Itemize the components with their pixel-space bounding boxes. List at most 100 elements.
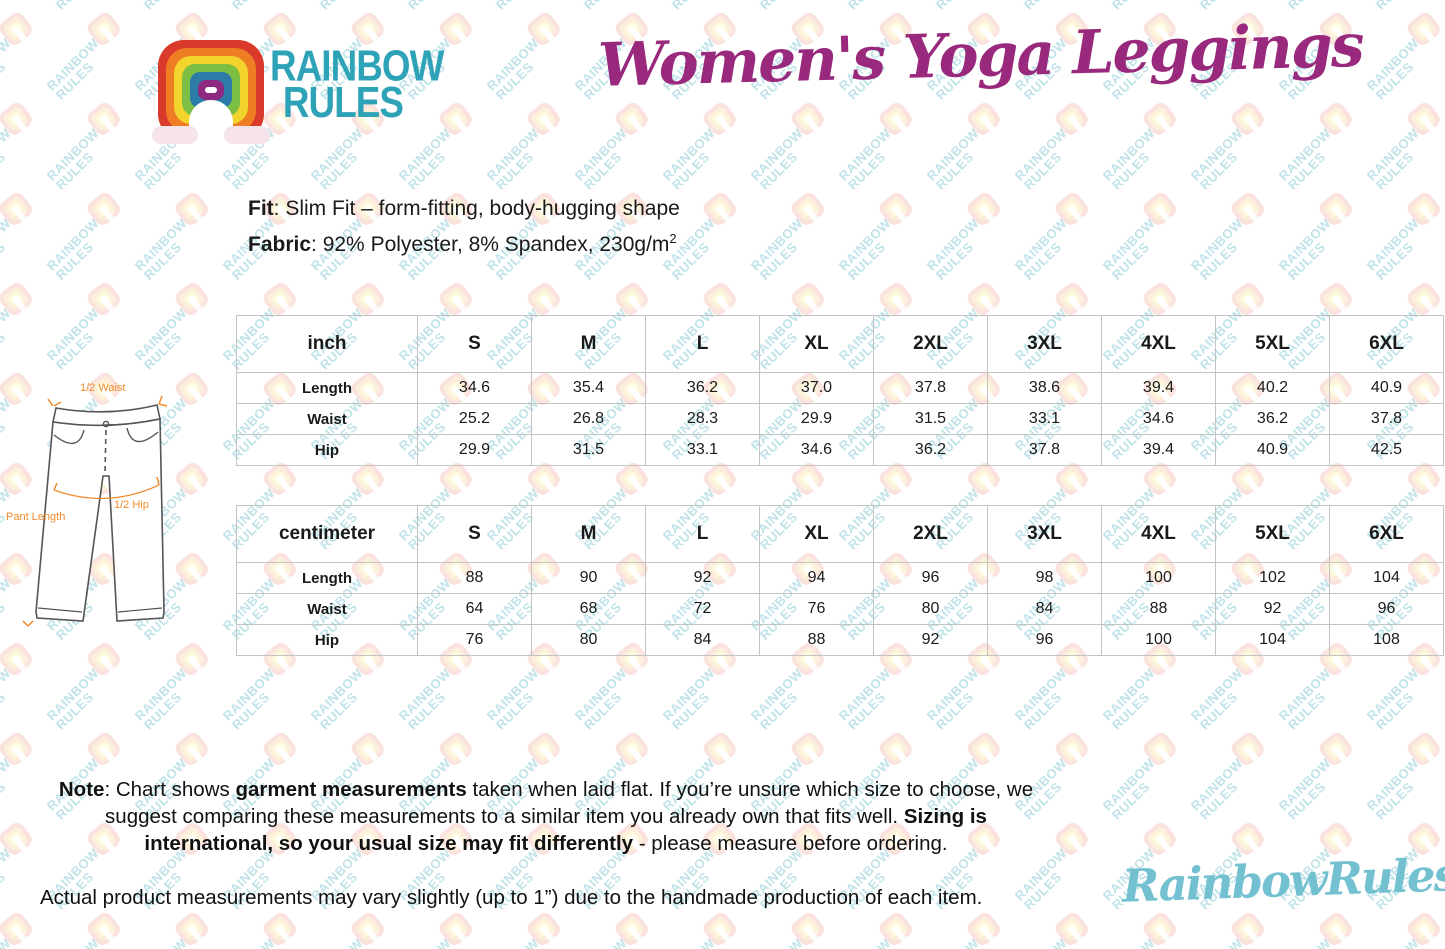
measurement-value: 84 <box>987 593 1102 625</box>
measurement-value: 68 <box>531 593 646 625</box>
measurement-value: 92 <box>645 562 760 594</box>
measurement-value: 35.4 <box>531 372 646 404</box>
size-header: S <box>417 315 532 373</box>
size-header: 5XL <box>1215 505 1330 563</box>
measurement-value: 34.6 <box>1101 403 1216 435</box>
measurement-value: 29.9 <box>759 403 874 435</box>
measurement-value: 31.5 <box>873 403 988 435</box>
unit-header: centimeter <box>236 505 418 563</box>
measurement-value: 37.8 <box>1329 403 1444 435</box>
measurement-label: Length <box>236 372 418 404</box>
cloud-icon <box>152 126 198 144</box>
measurement-value: 37.8 <box>873 372 988 404</box>
website-link: RainbowRules.com <box>1121 844 1445 913</box>
measurement-value: 40.2 <box>1215 372 1330 404</box>
measurement-value: 88 <box>417 562 532 594</box>
measurement-value: 92 <box>1215 593 1330 625</box>
measurement-value: 92 <box>873 624 988 656</box>
measurement-value: 36.2 <box>873 434 988 466</box>
size-header: L <box>645 315 760 373</box>
fabric-value: : 92% Polyester, 8% Spandex, 230g/m <box>311 233 670 256</box>
brand-logo-text: RAINBOW RULES <box>270 45 444 127</box>
half-hip-label: 1/2 Hip <box>114 499 149 511</box>
measurement-value: 34.6 <box>417 372 532 404</box>
note-segment: - please measure before ordering. <box>633 832 948 855</box>
cloud-icon <box>224 126 270 144</box>
measurement-value: 37.0 <box>759 372 874 404</box>
size-header: 4XL <box>1101 315 1216 373</box>
measurement-value: 64 <box>417 593 532 625</box>
measurement-value: 36.2 <box>645 372 760 404</box>
measurement-value: 104 <box>1215 624 1330 656</box>
size-header: L <box>645 505 760 563</box>
size-header: S <box>417 505 532 563</box>
fabric-label: Fabric <box>248 233 312 256</box>
sizing-note: Note: Chart shows garment measurements t… <box>40 776 1052 857</box>
measurement-label: Length <box>236 562 418 594</box>
disclaimer-text: Actual product measurements may vary sli… <box>40 886 983 909</box>
measurement-value: 33.1 <box>645 434 760 466</box>
measurement-value: 25.2 <box>417 403 532 435</box>
size-header: 6XL <box>1329 315 1444 373</box>
pants-measurement-diagram: 1/2 Waist 1/2 Hip Pant Length <box>6 382 168 627</box>
table-row: Waist 25.2 26.8 28.3 29.9 31.5 33.1 34.6 36.2 37.… <box>236 403 1444 435</box>
measurement-label: Waist <box>236 593 418 625</box>
measurement-value: 88 <box>1101 593 1216 625</box>
measurement-value: 100 <box>1101 562 1216 594</box>
measurement-label: Hip <box>236 434 418 466</box>
measurement-value: 96 <box>987 624 1102 656</box>
measurement-value: 29.9 <box>417 434 532 466</box>
brand-name-line2: RULES <box>282 79 404 127</box>
measurement-value: 100 <box>1101 624 1216 656</box>
rainbow-arch-icon <box>152 40 270 144</box>
half-waist-label: 1/2 Waist <box>80 382 125 394</box>
measurement-value: 40.9 <box>1329 372 1444 404</box>
fit-value: : Slim Fit – form-fitting, body-hugging … <box>273 197 680 220</box>
measurement-value: 38.6 <box>987 372 1102 404</box>
measurement-value: 108 <box>1329 624 1444 656</box>
size-table-inch: inch S M L XL 2XL 3XL 4XL 5XL 6XL Length 34.6 35.4 36… <box>236 315 1444 466</box>
measurement-value: 31.5 <box>531 434 646 466</box>
table-row: Hip 76 80 84 88 92 96 100 104 108 <box>236 624 1444 656</box>
measurement-value: 98 <box>987 562 1102 594</box>
size-header: 4XL <box>1101 505 1216 563</box>
measurement-value: 33.1 <box>987 403 1102 435</box>
measurement-value: 80 <box>873 593 988 625</box>
product-info: Fit: Slim Fit – form-fitting, body-huggi… <box>248 194 680 260</box>
measurement-value: 96 <box>873 562 988 594</box>
size-table-centimeter: centimeter S M L XL 2XL 3XL 4XL 5XL 6XL Length 88 90… <box>236 505 1444 656</box>
measurement-value: 42.5 <box>1329 434 1444 466</box>
size-header: XL <box>759 315 874 373</box>
measurement-value: 76 <box>417 624 532 656</box>
note-segment: garment measurements <box>235 778 467 801</box>
measurement-value: 94 <box>759 562 874 594</box>
fabric-superscript: 2 <box>669 231 677 246</box>
size-header: 2XL <box>873 505 988 563</box>
measurement-value: 36.2 <box>1215 403 1330 435</box>
measurement-value: 39.4 <box>1101 372 1216 404</box>
measurement-value: 80 <box>531 624 646 656</box>
note-segment: : Chart shows <box>104 778 236 801</box>
measurement-value: 102 <box>1215 562 1330 594</box>
header-row: inch S M L XL 2XL 3XL 4XL 5XL 6XL <box>236 315 1444 373</box>
pant-length-label: Pant Length <box>6 511 65 523</box>
measurement-label: Hip <box>236 624 418 656</box>
measurement-value: 88 <box>759 624 874 656</box>
measurement-value: 90 <box>531 562 646 594</box>
measurement-value: 84 <box>645 624 760 656</box>
measurement-value: 37.8 <box>987 434 1102 466</box>
table-row: Length 88 90 92 94 96 98 100 102 104 <box>236 562 1444 594</box>
unit-header: inch <box>236 315 418 373</box>
size-header: 5XL <box>1215 315 1330 373</box>
note-segment: Sizing is international, so your usual s… <box>144 805 987 855</box>
fit-line: Fit: Slim Fit – form-fitting, body-huggi… <box>248 194 680 224</box>
measurement-value: 96 <box>1329 593 1444 625</box>
brand-logo: RAINBOW RULES <box>152 38 448 148</box>
measurement-value: 40.9 <box>1215 434 1330 466</box>
size-header: 3XL <box>987 315 1102 373</box>
size-header: 3XL <box>987 505 1102 563</box>
measurement-value: 28.3 <box>645 403 760 435</box>
size-header: XL <box>759 505 874 563</box>
page-title: Women's Yoga Leggings <box>597 10 1364 101</box>
